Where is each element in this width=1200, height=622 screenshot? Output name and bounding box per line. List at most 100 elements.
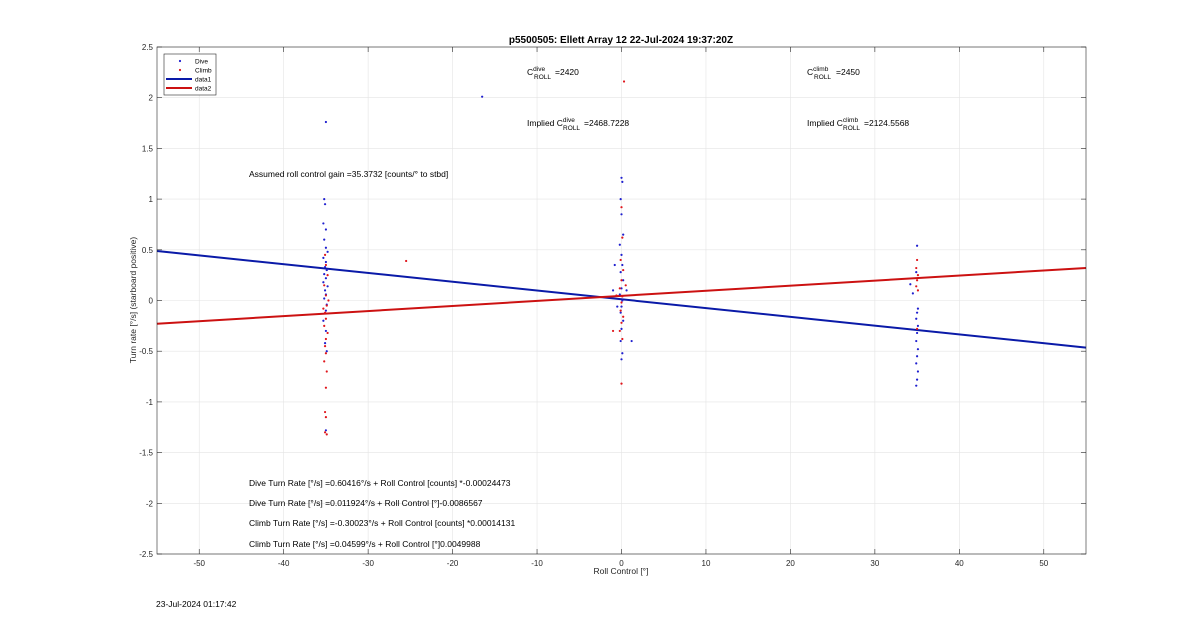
data-point-dive <box>324 120 328 124</box>
y-tick-label: 2.5 <box>142 43 154 52</box>
data-point-dive <box>326 285 329 288</box>
data-point-dive <box>620 327 623 330</box>
implied-climb-prefix: Implied C <box>807 118 843 128</box>
data-point-climb <box>619 309 622 312</box>
annotation-c-roll-climb: Cclimb ROLL =2450 <box>807 66 860 81</box>
data-point-climb <box>323 311 327 314</box>
data-point-dive <box>481 95 484 98</box>
x-tick-label: 20 <box>786 559 795 568</box>
data-point-climb <box>915 258 919 262</box>
data-point-dive <box>916 307 920 310</box>
legend-label-climb: Climb <box>195 68 212 75</box>
legend-marker-climb <box>178 68 182 72</box>
data-point-climb <box>325 433 328 436</box>
data-point-dive <box>620 287 623 290</box>
implied-climb-value: =2124.5568 <box>864 118 909 128</box>
data-point-climb <box>323 284 326 287</box>
data-point-dive <box>911 292 914 295</box>
data-point-dive <box>323 203 327 206</box>
data-point-climb <box>621 295 624 298</box>
data-point-dive <box>619 271 622 274</box>
x-tick-label: 0 <box>619 559 624 568</box>
data-point-dive <box>621 180 624 183</box>
data-point-climb <box>621 236 624 239</box>
series-points-climb <box>322 80 920 436</box>
data-point-climb <box>324 263 328 267</box>
data-point-climb <box>620 301 623 304</box>
y-axis-label: Turn rate [°/s] (starboard positive) <box>128 237 138 364</box>
y-tick-label: -1 <box>146 398 154 407</box>
data-point-dive <box>619 311 622 314</box>
data-point-climb <box>323 360 326 363</box>
data-point-dive <box>611 289 615 292</box>
data-point-climb <box>327 299 330 302</box>
data-point-dive <box>915 378 919 381</box>
series-points <box>322 80 920 436</box>
data-point-dive <box>916 324 920 327</box>
data-point-dive <box>916 370 920 373</box>
c-roll-dive-base: C <box>527 67 533 77</box>
data-point-dive <box>915 317 918 320</box>
data-point-dive <box>324 260 328 264</box>
data-point-dive <box>323 265 327 269</box>
data-point-dive <box>324 309 328 312</box>
x-tick-label: 50 <box>1039 559 1048 568</box>
annotation-implied-climb: Implied Cclimb ROLL =2124.5568 <box>807 117 909 132</box>
data-point-climb <box>915 279 919 282</box>
data-point-climb <box>620 382 623 385</box>
data-point-climb <box>326 274 329 277</box>
legend-label-data2: data2 <box>195 86 212 93</box>
legend-item-climb: Climb <box>178 68 212 75</box>
y-tick-label: 0 <box>149 297 154 306</box>
data-point-dive <box>909 283 912 286</box>
data-point-climb <box>622 315 625 318</box>
data-point-dive <box>618 243 621 246</box>
data-point-dive <box>915 355 919 358</box>
annotation-equation-3: Climb Turn Rate [°/s] =-0.30023°/s + Rol… <box>249 518 515 528</box>
data-point-climb <box>324 317 328 320</box>
y-tick-label: -2 <box>146 499 154 508</box>
data-point-dive <box>324 246 328 249</box>
data-point-climb <box>611 329 615 333</box>
data-point-dive <box>620 305 623 308</box>
c-roll-dive-value: =2420 <box>555 67 579 77</box>
implied-dive-sup: dive <box>563 117 575 124</box>
data-point-dive <box>323 238 326 241</box>
implied-dive-value: =2468.7228 <box>584 118 629 128</box>
x-tick-label: 40 <box>955 559 964 568</box>
data-point-climb <box>916 289 920 292</box>
data-point-climb <box>323 324 326 327</box>
annotation-equation-4: Climb Turn Rate [°/s] =0.04599°/s + Roll… <box>249 539 481 549</box>
data-point-dive <box>915 311 919 314</box>
c-roll-climb-value: =2450 <box>836 67 860 77</box>
data-point-dive <box>621 299 624 302</box>
data-point-climb <box>324 386 328 389</box>
data-point-dive <box>619 198 622 201</box>
data-point-dive <box>323 289 327 292</box>
legend-label-data1: data1 <box>195 77 212 84</box>
data-point-climb <box>620 321 623 324</box>
data-point-dive <box>613 263 616 267</box>
legend-item-data1: data1 <box>166 77 212 84</box>
data-point-dive <box>915 271 918 274</box>
x-tick-label: 10 <box>702 559 711 568</box>
data-point-dive <box>916 348 920 351</box>
annotation-implied-dive: Implied Cdive ROLL =2468.7228 <box>527 117 629 132</box>
data-point-climb <box>620 279 623 282</box>
data-point-climb <box>323 345 327 348</box>
x-tick-label: -50 <box>193 559 205 568</box>
data-point-climb <box>618 329 621 333</box>
data-point-dive <box>322 256 325 260</box>
y-tick-label: 1 <box>149 195 154 204</box>
data-point-dive <box>322 281 325 284</box>
data-point-climb <box>325 370 328 373</box>
data-point-climb <box>619 258 622 262</box>
data-point-climb <box>622 80 626 83</box>
data-point-dive <box>622 233 625 236</box>
data-point-dive <box>619 339 622 343</box>
data-point-dive <box>326 250 329 253</box>
chart-title: p5500505: Ellett Array 12 22-Jul-2024 19… <box>509 35 733 46</box>
data-point-climb <box>621 337 624 341</box>
data-point-climb <box>324 294 328 297</box>
data-point-dive <box>325 268 328 272</box>
